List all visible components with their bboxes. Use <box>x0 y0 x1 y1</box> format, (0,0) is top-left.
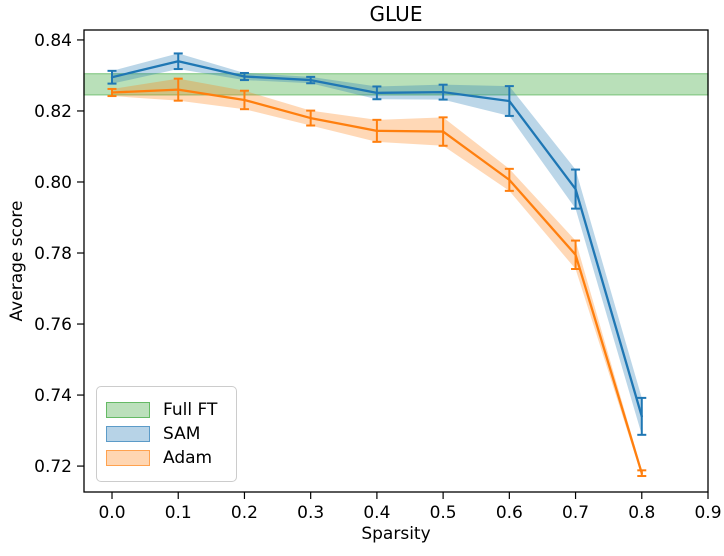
adam-line <box>110 88 643 475</box>
legend: Full FT SAM Adam <box>96 386 237 482</box>
legend-item-adam: Adam <box>106 447 228 468</box>
legend-label-adam: Adam <box>163 447 213 468</box>
y-tick-label: 0.72 <box>34 457 72 477</box>
y-tick-label: 0.84 <box>34 31 72 51</box>
x-tick-label: 0.6 <box>496 503 523 523</box>
legend-item-full-ft: Full FT <box>106 399 228 420</box>
sam-line <box>110 60 643 418</box>
y-tick-label: 0.74 <box>34 386 72 406</box>
y-axis-label: Average score <box>7 200 27 322</box>
y-tick-label: 0.82 <box>34 102 72 122</box>
chart-title: GLUE <box>369 2 423 26</box>
legend-patch-sam <box>106 426 150 442</box>
x-tick-label: 0.7 <box>562 503 589 523</box>
legend-item-sam: SAM <box>106 423 228 444</box>
y-tick-label: 0.78 <box>34 244 72 264</box>
y-tick-label: 0.76 <box>34 315 72 335</box>
legend-label-sam: SAM <box>163 423 201 444</box>
x-tick-label: 0.3 <box>297 503 324 523</box>
legend-patch-full-ft <box>106 402 150 418</box>
x-tick-label: 0.4 <box>363 503 390 523</box>
axes-spines <box>83 29 709 493</box>
legend-patch-adam <box>106 450 150 466</box>
x-tick-label: 0.9 <box>694 503 721 523</box>
x-axis-label: Sparsity <box>361 524 431 544</box>
y-tick-label: 0.80 <box>34 173 72 193</box>
x-tick-label: 0.0 <box>98 503 125 523</box>
x-tick-label: 0.2 <box>231 503 258 523</box>
x-tick-label: 0.5 <box>430 503 457 523</box>
x-tick-label: 0.8 <box>628 503 655 523</box>
x-tick-label: 0.1 <box>165 503 192 523</box>
legend-label-full-ft: Full FT <box>163 399 218 420</box>
